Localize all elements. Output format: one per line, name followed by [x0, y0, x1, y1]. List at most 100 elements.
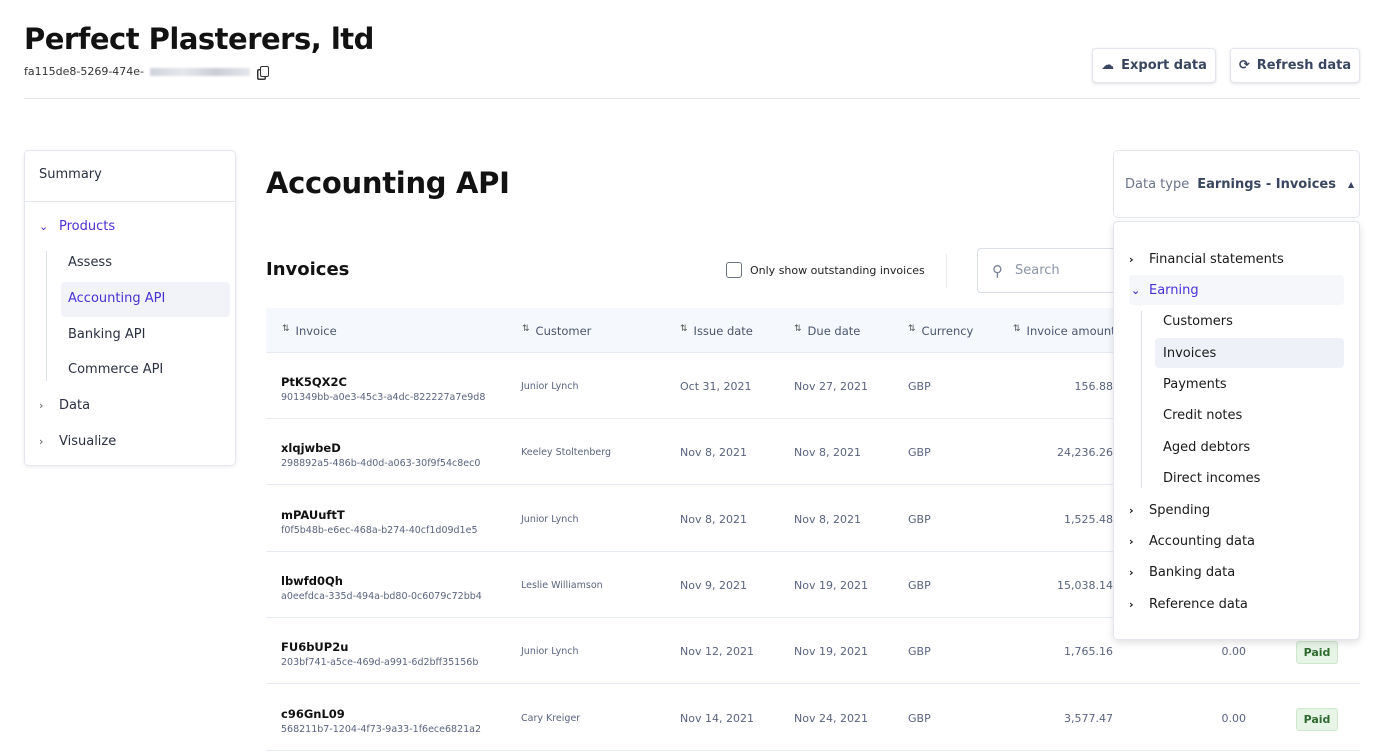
chevron-down-icon: ⌄ — [1131, 283, 1141, 297]
company-id: fa115de8-5269-474e- — [24, 65, 270, 78]
column-issue-date[interactable]: ⇅ Issue date — [680, 324, 753, 338]
sidebar-item-summary[interactable]: Summary — [39, 167, 102, 182]
invoice-amount: 1,765.16 — [1064, 645, 1113, 659]
menu-item-direct-incomes[interactable]: Direct incomes — [1163, 470, 1261, 486]
sidebar-item-banking-api[interactable]: Banking API — [68, 327, 146, 342]
search-icon: ⚲ — [992, 261, 1003, 280]
status-badge: Paid — [1296, 641, 1338, 665]
column-label: Invoice amount — [1026, 324, 1116, 338]
invoices-heading: Invoices — [266, 259, 350, 280]
due-date: Nov 8, 2021 — [794, 512, 861, 526]
table-row[interactable]: mPAUuftT f0f5b48b-e6ec-468a-b274-40cf1d0… — [266, 486, 1360, 552]
due-date: Nov 27, 2021 — [794, 380, 868, 393]
sidebar-item-data[interactable]: › Data — [39, 398, 90, 413]
menu-item-payments[interactable]: Payments — [1163, 376, 1227, 392]
column-invoice-amount[interactable]: ⇅ Invoice amount — [1013, 324, 1116, 338]
toolbar-divider — [946, 254, 947, 288]
invoice-id: a0eefdca-335d-494a-bd80-0c6079c72bb4 — [281, 590, 482, 602]
sidebar-divider — [25, 201, 235, 202]
invoice-number[interactable]: c96GnL09 — [281, 706, 345, 721]
menu-item-spending[interactable]: › Spending — [1129, 495, 1210, 525]
sort-icon: ⇅ — [1013, 324, 1021, 334]
currency: GBP — [908, 711, 931, 725]
refresh-label: Refresh data — [1256, 58, 1352, 73]
chevron-right-icon: › — [39, 435, 44, 448]
chevron-right-icon: › — [1129, 534, 1134, 548]
search-input[interactable]: ⚲ Search — [977, 248, 1137, 293]
invoice-number[interactable]: mPAUuftT — [281, 507, 345, 522]
due-date: Nov 8, 2021 — [794, 446, 861, 460]
column-due-date[interactable]: ⇅ Due date — [794, 324, 860, 338]
chevron-right-icon: › — [39, 399, 44, 412]
column-invoice[interactable]: ⇅ Invoice — [282, 324, 337, 338]
issue-date: Nov 8, 2021 — [680, 446, 747, 460]
issue-date: Nov 14, 2021 — [680, 711, 754, 725]
invoice-number[interactable]: xlqjwbeD — [281, 441, 341, 456]
customer-name: Leslie Williamson — [521, 579, 603, 591]
invoice-number[interactable]: PtK5QX2C — [281, 375, 347, 389]
chevron-right-icon: › — [1129, 597, 1134, 611]
sidebar-item-commerce-api[interactable]: Commerce API — [68, 362, 164, 377]
menu-item-credit-notes[interactable]: Credit notes — [1163, 407, 1243, 423]
currency: GBP — [908, 645, 931, 659]
export-data-button[interactable]: ☁ Export data — [1092, 48, 1216, 83]
issue-date: Nov 12, 2021 — [680, 645, 754, 659]
table-row[interactable]: lbwfd0Qh a0eefdca-335d-494a-bd80-0c6079c… — [266, 552, 1360, 618]
table-row[interactable]: PtK5QX2C 901349bb-a0e3-45c3-a4dc-822227a… — [266, 353, 1360, 419]
menu-item-aged-debtors[interactable]: Aged debtors — [1163, 439, 1251, 455]
data-type-dropdown: › Financial statements ⌄ Earning Customers… — [1113, 221, 1360, 640]
sidebar-item-visualize[interactable]: › Visualize — [39, 434, 116, 449]
refresh-icon: ⟳ — [1238, 58, 1250, 73]
column-label: Due date — [807, 324, 861, 338]
export-label: Export data — [1121, 58, 1207, 73]
outstanding-filter[interactable]: Only show outstanding invoices — [726, 262, 925, 278]
invoice-amount: 24,236.26 — [1057, 446, 1113, 460]
table-row[interactable]: c96GnL09 568211b7-1204-4f73-9a33-1f6ece6… — [266, 685, 1360, 751]
column-customer[interactable]: ⇅ Customer — [522, 324, 591, 338]
outstanding-checkbox[interactable] — [726, 262, 742, 278]
sidebar-item-assess[interactable]: Assess — [68, 255, 112, 270]
checkbox-label: Only show outstanding invoices — [750, 263, 925, 277]
sort-icon: ⇅ — [282, 324, 290, 334]
menu-item-invoices[interactable]: Invoices — [1155, 338, 1344, 368]
item-label: Banking data — [1149, 564, 1236, 580]
menu-item-earning[interactable]: ⌄ Earning — [1129, 275, 1344, 305]
sort-icon: ⇅ — [522, 324, 530, 334]
invoice-number[interactable]: lbwfd0Qh — [281, 573, 343, 588]
column-label: Invoice — [295, 324, 337, 338]
chevron-down-icon: ⌄ — [39, 220, 49, 233]
sort-icon: ⇅ — [680, 324, 688, 334]
chevron-right-icon: › — [1129, 565, 1134, 579]
menu-item-customers[interactable]: Customers — [1163, 313, 1233, 329]
item-label: Earning — [1149, 282, 1199, 298]
redacted-id — [150, 67, 251, 76]
refresh-data-button[interactable]: ⟳ Refresh data — [1230, 48, 1360, 83]
menu-item-banking-data[interactable]: › Banking data — [1129, 557, 1235, 587]
menu-item-accounting-data[interactable]: › Accounting data — [1129, 526, 1255, 556]
currency: GBP — [908, 578, 931, 592]
item-label: Spending — [1149, 502, 1211, 518]
column-currency[interactable]: ⇅ Currency — [908, 324, 973, 338]
column-label: Currency — [921, 324, 974, 338]
page-title: Accounting API — [266, 166, 510, 200]
data-type-label: Data type — [1125, 176, 1190, 192]
data-type-select[interactable]: Data type Earnings - Invoices ▲ — [1113, 150, 1360, 218]
menu-item-reference-data[interactable]: › Reference data — [1129, 589, 1248, 619]
sidebar-item-products[interactable]: ⌄ Products — [39, 219, 115, 234]
currency: GBP — [908, 446, 931, 460]
table-row[interactable]: FU6bUP2u 203bf741-a5ce-469d-a991-6d2bff3… — [266, 618, 1360, 685]
invoice-number[interactable]: FU6bUP2u — [281, 640, 349, 655]
table-row[interactable]: xlqjwbeD 298892a5-486b-4d0d-a063-30f9f54… — [266, 419, 1360, 486]
sidebar-item-accounting-api[interactable]: Accounting API — [68, 291, 166, 306]
due-date: Nov 19, 2021 — [794, 645, 868, 659]
invoice-id: f0f5b48b-e6ec-468a-b274-40cf1d09d1e5 — [281, 524, 478, 536]
copy-icon[interactable] — [260, 66, 270, 77]
item-label: Financial statements — [1149, 251, 1284, 267]
tree-line — [46, 251, 47, 381]
invoice-id: 901349bb-a0e3-45c3-a4dc-822227a7e9d8 — [281, 392, 486, 403]
menu-item-financial-statements[interactable]: › Financial statements — [1129, 244, 1284, 274]
customer-name: Junior Lynch — [521, 646, 579, 658]
currency: GBP — [908, 380, 931, 393]
customer-name: Keeley Stoltenberg — [521, 447, 612, 459]
currency: GBP — [908, 512, 931, 526]
